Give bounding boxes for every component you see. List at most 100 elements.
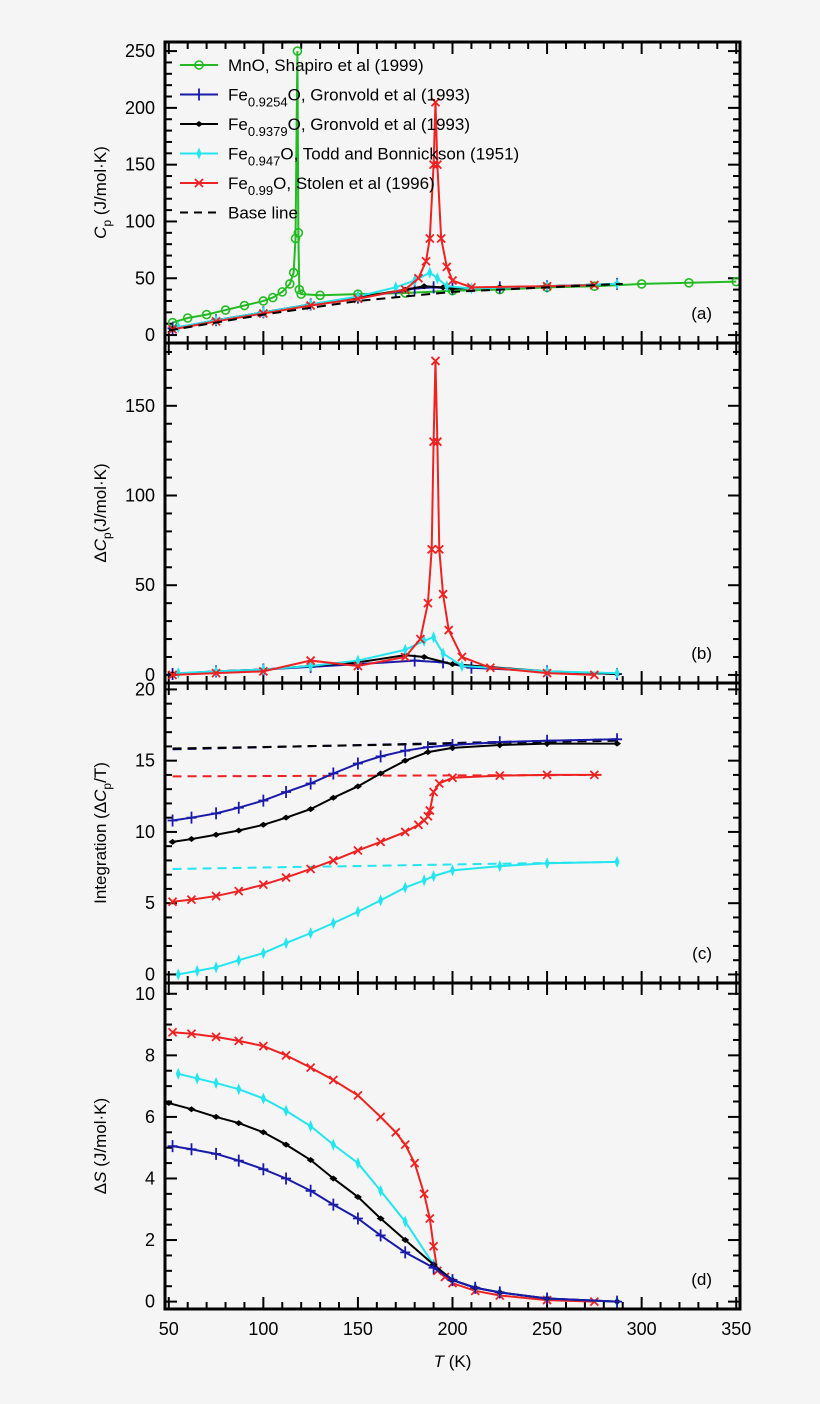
marker-circle [285,279,295,289]
marker-plus [375,1229,386,1242]
marker-cross [413,820,424,830]
marker-cross [211,316,221,327]
legend-item-fe9254: Fe0.9254O, Gronvold et al (1993) [180,86,470,110]
marker-thin-diamond [236,1083,242,1096]
marker-cross [430,97,441,107]
marker-cross [425,1213,435,1224]
marker-plus [233,1154,244,1167]
marker-cross [353,845,363,856]
marker-thin-diamond [355,905,361,918]
panel-c: 0 5 10 15 20 Integration (ΔCp/T) (c) [91,679,742,985]
x-tick-label: 50 [159,1319,179,1339]
marker-plus [400,1246,411,1259]
marker-circle [220,305,231,315]
marker-cross [542,668,552,678]
panel-tag: (d) [691,1270,712,1289]
y-tick-label: 15 [135,751,155,771]
marker-cross [425,805,435,816]
x-tick-label: 100 [248,1319,278,1339]
marker-diamond [376,770,385,777]
y-tick-label: 50 [135,268,155,288]
series-fe9379 [168,740,622,845]
marker-cross [306,864,316,874]
x-tick-label: 150 [343,1319,373,1339]
marker-thin-diamond [614,667,620,680]
marker-cross [413,273,424,283]
legend-label-rest: O, Stolen et al (1996) [273,174,435,193]
x-tick-label: 200 [437,1319,467,1339]
series-fe947 [175,266,620,334]
marker-circle [268,292,278,303]
marker-cross [281,872,291,883]
marker-thin-diamond [260,947,266,960]
panel-a: 0 50 100 150 200 250 Cp (J/mol·K) (a) MnO, Shapi… [91,40,742,345]
series-line-fe9379 [168,1102,618,1303]
x-tick-label: 300 [627,1319,657,1339]
marker-thin-diamond [194,964,200,977]
series-line-fe99 [172,1031,595,1303]
marker-cross [434,544,444,554]
legend-label-text: Base line [228,204,298,223]
marker-cross [258,666,268,676]
marker-thin-diamond [402,881,408,894]
marker-thin-diamond [355,1157,361,1170]
marker-cross [425,233,435,244]
marker-diamond [448,661,457,668]
marker-cross [281,1050,291,1060]
marker-thin-diamond [434,272,440,285]
marker-thin-diamond [283,937,289,950]
marker-diamond [376,1215,385,1222]
marker-thin-diamond [431,870,437,883]
marker-thin-diamond [378,1184,384,1197]
marker-circle [731,276,740,287]
marker-cross [428,437,439,447]
y-tick-label: 0 [145,1292,155,1312]
marker-thin-diamond [194,1072,200,1085]
panel-tag: (c) [692,944,712,963]
legend: MnO, Shapiro et al (1999) Fe0.9254O, Gron… [180,56,519,223]
marker-plus [233,801,244,814]
marker-diamond [495,741,504,748]
legend-item-fe99: Fe0.99O, Stolen et al (1996) [180,174,435,198]
marker-thin-diamond [440,647,446,660]
marker-cross [421,256,431,266]
marker-diamond [282,814,291,821]
marker-cross [186,1029,197,1039]
marker-cross [432,437,443,447]
marker-plus [328,1198,339,1211]
marker-diamond [234,1120,243,1127]
marker-cross [432,160,443,170]
marker-cross [419,1189,429,1199]
series-fe9379-base [172,739,618,750]
marker-cross [211,668,221,678]
marker-cross [423,811,433,821]
marker-diamond [306,1157,315,1164]
series-fe947 [175,855,620,981]
y-axis-label: ΔS (J/mol·K) [91,1098,110,1194]
marker-cross [428,787,439,797]
y-label-post: (J/mol·K) [91,1098,110,1172]
marker-cross [434,778,444,789]
marker-cross [428,160,439,170]
marker-plus [258,1163,269,1176]
series-fe947 [175,1067,620,1308]
y-tick-label: 0 [145,325,155,345]
marker-diamond [168,838,177,845]
marker-cross [328,1075,338,1085]
series-fe99 [167,97,599,335]
marker-cross [234,1036,244,1046]
series-group [165,1027,623,1308]
x-label-main: T [434,1352,446,1371]
marker-cross [258,880,268,890]
marker-circle [292,46,303,56]
marker-cross [167,670,178,680]
marker-diamond [212,1113,221,1120]
marker-thin-diamond [213,961,219,974]
marker-diamond [401,1237,410,1244]
series-line-fe947 [178,271,618,329]
legend-label: Fe0.9254O, Gronvold et al (1993) [228,86,470,110]
legend-label: Fe0.9379O, Gronvold et al (1993) [228,115,470,139]
marker-circle [277,287,288,297]
legend-label-text: MnO, Shapiro et al (1999) [228,56,424,75]
legend-label: Base line [228,204,298,223]
